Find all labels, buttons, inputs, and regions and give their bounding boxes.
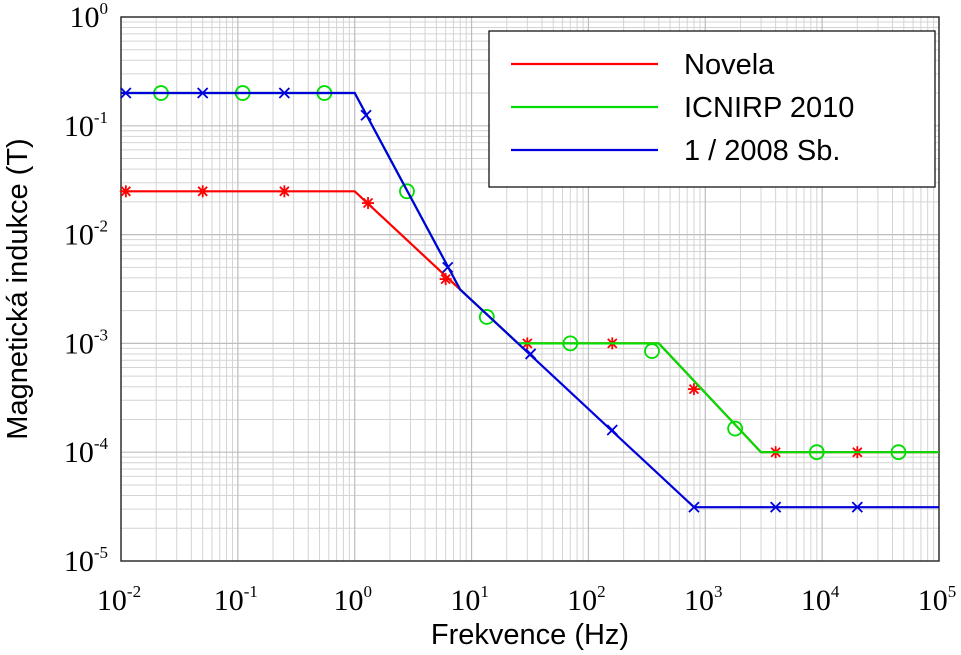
legend: Novela ICNIRP 2010 1 / 2008 Sb. [488,30,936,188]
series-marker [196,185,209,198]
x-tick-label: 10-1 [214,582,258,617]
series-layer [119,85,939,513]
y-tick-label: 10-1 [64,108,108,143]
series-marker [524,348,537,360]
series-marker [442,261,454,273]
series-marker [851,501,863,513]
plot-frame [120,16,940,562]
legend-box [488,30,936,188]
x-tick-label: 10-2 [97,582,141,617]
x-tick-label: 100 [333,582,372,617]
x-tick-label: 104 [801,582,840,617]
series-marker [362,197,375,210]
series-marker [278,185,291,198]
legend-label: 1 / 2008 Sb. [684,135,840,167]
series-marker [808,444,825,461]
series-marker [644,343,660,359]
series-marker [439,273,452,286]
x-tick-label: 102 [567,582,606,617]
series-marker [119,185,132,198]
legend-label: ICNIRP 2010 [684,92,854,124]
x-tick-label: 101 [450,582,489,617]
series-marker [399,183,415,200]
y-tick-label: 100 [70,0,109,34]
y-axis-label: Magnetická indukce (T) [2,138,34,439]
x-axis-label: Frekvence (Hz) [431,619,629,651]
y-tick-label: 10-3 [64,325,108,360]
series-marker [890,444,907,461]
series-marker [197,87,209,99]
legend-label: Novela [684,49,775,81]
series-3 [120,87,939,513]
series-marker [562,335,579,352]
series-marker [606,424,618,436]
series-marker [478,309,495,325]
series-marker [120,87,132,99]
series-marker [688,501,700,513]
series-marker [770,501,782,513]
x-tick-label: 105 [918,582,957,617]
y-tick-label: 10-5 [64,543,108,578]
y-tick-label: 10-4 [64,434,109,469]
x-tick-label: 103 [684,582,723,617]
x-tick-labels: 10-2 10-1 100 101 102 103 104 105 [97,582,956,617]
series-marker [278,87,290,99]
y-tick-label: 10-2 [64,217,108,252]
series-marker [727,420,744,437]
series-marker [360,109,372,121]
series-marker [687,383,700,396]
y-tick-labels: 100 10-1 10-2 10-3 10-4 10-5 [64,0,109,578]
